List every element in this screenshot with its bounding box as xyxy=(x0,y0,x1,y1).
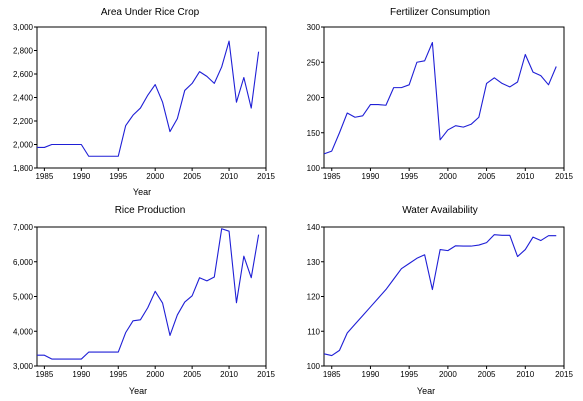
x-ticks: 1985 1990 1995 2000 2005 2010 2015 xyxy=(35,366,275,379)
x-tick-label: 1990 xyxy=(72,370,90,379)
panel-fertilizer-consumption: Fertilizer Consumption 100 150 200 250 300 1… xyxy=(307,7,574,181)
x-tick-label: 2005 xyxy=(478,370,496,379)
x-tick-label: 2010 xyxy=(220,172,238,181)
x-tick-label: 1985 xyxy=(35,172,53,181)
x-ticks: 1985 1990 1995 2000 2005 2010 2015 xyxy=(35,168,275,181)
x-tick-label: 1985 xyxy=(35,370,53,379)
x-tick-label: 2000 xyxy=(439,172,457,181)
y-tick-label: 2,000 xyxy=(13,141,34,150)
y-tick-label: 150 xyxy=(307,129,321,138)
y-tick-label: 4,000 xyxy=(13,327,34,336)
y-ticks: 3,000 4,000 5,000 6,000 7,000 xyxy=(13,223,37,371)
x-axis-label: Year xyxy=(129,386,147,396)
y-tick-label: 5,000 xyxy=(13,293,34,302)
y-tick-label: 200 xyxy=(307,94,321,103)
x-tick-label: 2010 xyxy=(220,370,238,379)
y-tick-label: 2,400 xyxy=(13,94,34,103)
series-line xyxy=(37,40,260,157)
plot-frame xyxy=(36,26,267,169)
y-tick-label: 100 xyxy=(307,362,321,371)
x-ticks: 1985 1990 1995 2000 2005 2010 2015 xyxy=(323,366,573,379)
x-tick-label: 1995 xyxy=(400,172,418,181)
y-tick-label: 250 xyxy=(307,58,321,67)
series-line xyxy=(37,228,260,360)
x-tick-label: 2000 xyxy=(146,172,164,181)
x-tick-label: 1990 xyxy=(362,370,380,379)
y-tick-label: 140 xyxy=(307,223,321,232)
x-tick-label: 2015 xyxy=(555,172,573,181)
x-tick-label: 2000 xyxy=(439,370,457,379)
y-ticks: 1,800 2,000 2,200 2,400 2,600 2,800 3,000 xyxy=(13,23,37,173)
y-tick-label: 1,800 xyxy=(13,164,34,173)
y-tick-label: 2,600 xyxy=(13,70,34,79)
plot-frame xyxy=(323,26,565,169)
series-line xyxy=(323,234,557,357)
y-ticks: 100 150 200 250 300 xyxy=(307,23,324,173)
series-line xyxy=(323,41,557,155)
x-axis-label: Year xyxy=(133,187,151,197)
panel-area-under-rice-crop: Area Under Rice Crop 1,800 2,000 2,200 2,40… xyxy=(13,7,275,197)
y-tick-label: 3,000 xyxy=(13,362,34,371)
x-tick-label: 1990 xyxy=(72,172,90,181)
y-tick-label: 130 xyxy=(307,258,321,267)
x-tick-label: 2010 xyxy=(516,172,534,181)
x-ticks: 1985 1990 1995 2000 2005 2010 2015 xyxy=(323,168,573,181)
x-tick-label: 1990 xyxy=(362,172,380,181)
x-tick-label: 2015 xyxy=(555,370,573,379)
x-tick-label: 2000 xyxy=(146,370,164,379)
x-tick-label: 1985 xyxy=(323,370,341,379)
y-tick-label: 6,000 xyxy=(13,258,34,267)
y-tick-label: 7,000 xyxy=(13,223,34,232)
plot-frame xyxy=(36,226,267,367)
x-tick-label: 1995 xyxy=(109,370,127,379)
y-tick-label: 3,000 xyxy=(13,23,34,32)
y-tick-label: 300 xyxy=(307,23,321,32)
x-tick-label: 1985 xyxy=(323,172,341,181)
y-tick-label: 100 xyxy=(307,164,321,173)
chart-title: Fertilizer Consumption xyxy=(390,7,490,18)
x-tick-label: 2005 xyxy=(478,172,496,181)
chart-title: Area Under Rice Crop xyxy=(101,7,200,18)
chart-title: Water Availability xyxy=(402,205,478,216)
x-tick-label: 1995 xyxy=(400,370,418,379)
y-tick-label: 110 xyxy=(307,327,320,336)
chart-title: Rice Production xyxy=(115,205,186,216)
x-tick-label: 2015 xyxy=(257,370,275,379)
y-tick-label: 2,800 xyxy=(13,47,34,56)
y-tick-label: 2,200 xyxy=(13,117,34,126)
y-ticks: 100 110 120 130 140 xyxy=(307,223,324,371)
y-tick-label: 120 xyxy=(307,293,321,302)
x-tick-label: 2015 xyxy=(257,172,275,181)
x-tick-label: 2005 xyxy=(183,172,201,181)
panel-rice-production: Rice Production 3,000 4,000 5,000 6,000 7,00… xyxy=(13,205,275,396)
x-axis-label: Year xyxy=(417,386,435,396)
x-tick-label: 2005 xyxy=(183,370,201,379)
x-tick-label: 1995 xyxy=(109,172,127,181)
plot-frame xyxy=(323,226,565,367)
x-tick-label: 2010 xyxy=(516,370,534,379)
